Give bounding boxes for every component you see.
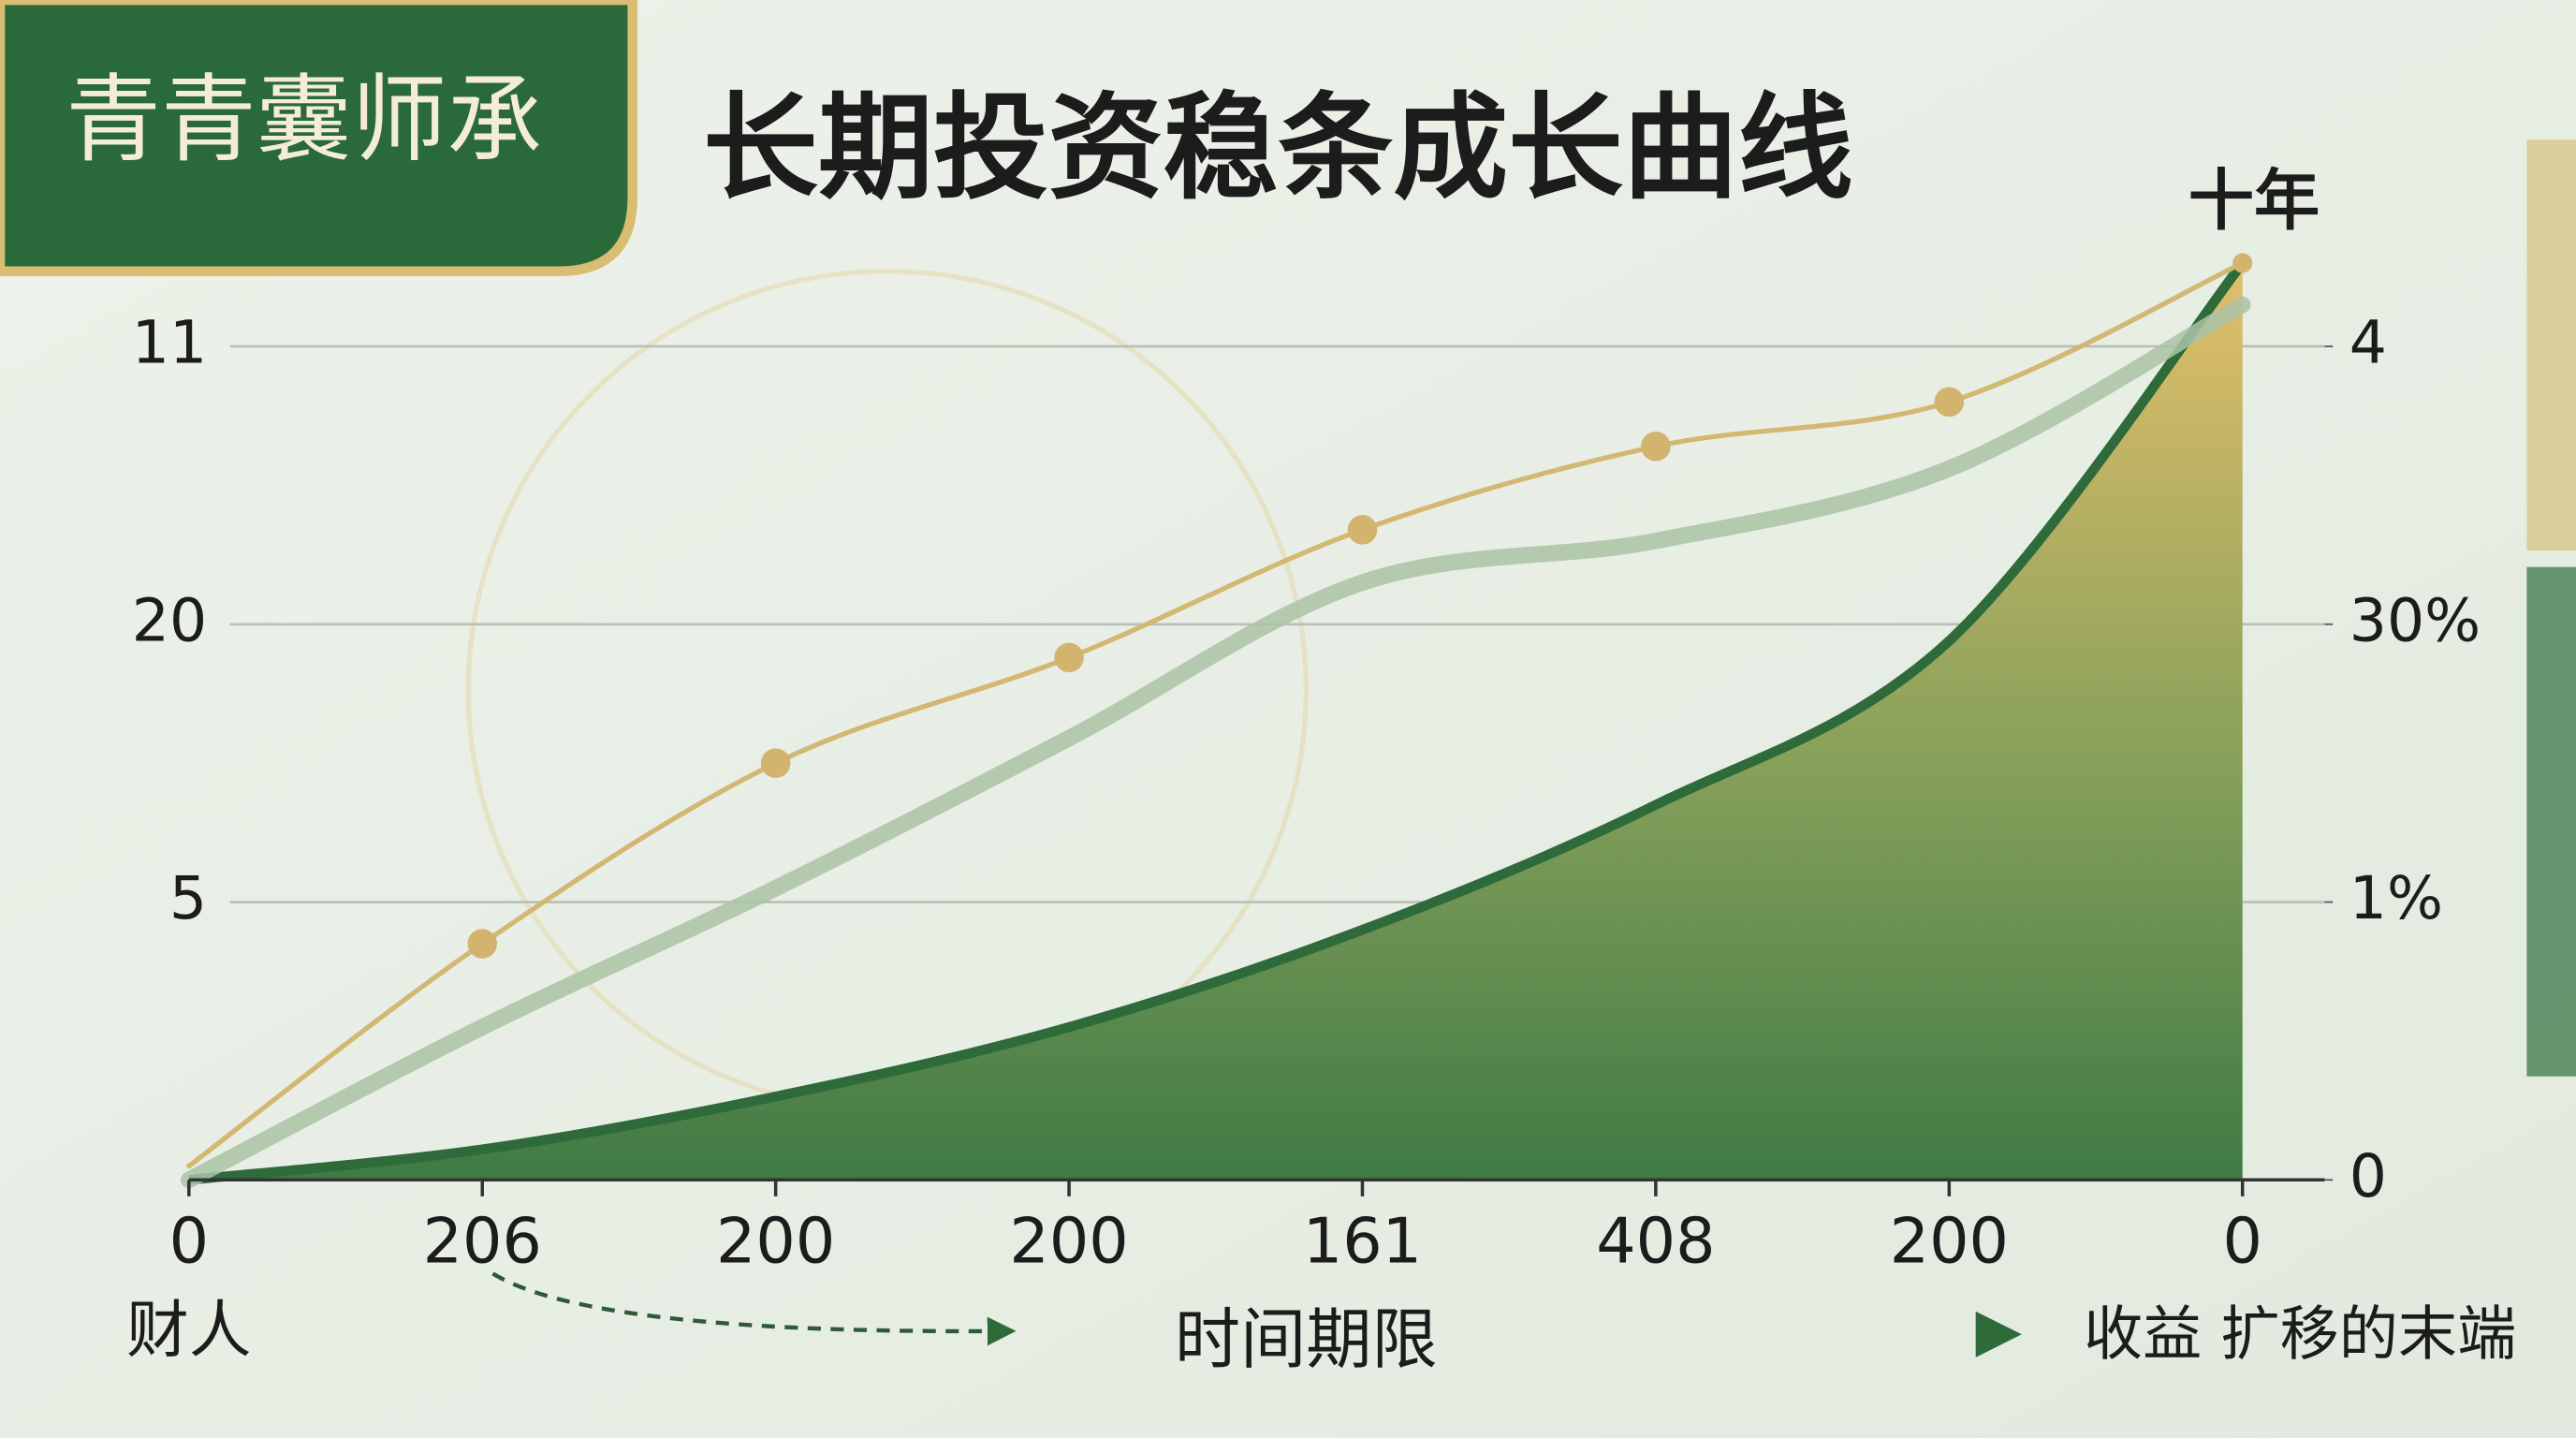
x-axis-label: 时间期限 xyxy=(1175,1301,1438,1378)
y2-tick-label: 1% xyxy=(2349,863,2443,932)
y-tick-label: 5 xyxy=(169,863,207,932)
x-end-label: 收益 扩移的末端 xyxy=(2084,1299,2516,1368)
point xyxy=(760,748,791,778)
y-tick-label: 11 xyxy=(132,308,207,377)
point xyxy=(1054,642,1084,673)
y-tick-label: 20 xyxy=(132,585,207,654)
area xyxy=(188,262,2243,1181)
point xyxy=(1934,387,1965,418)
y2-tick-label: 4 xyxy=(2349,308,2387,377)
logo: 青青囊师承 xyxy=(66,66,542,176)
dashed-arrow xyxy=(491,1271,1017,1346)
logo-panel xyxy=(0,0,637,276)
side-decor xyxy=(2526,139,2576,1077)
x-tick-label: 200 xyxy=(1890,1205,2009,1278)
y2-tick-label: 30% xyxy=(2349,585,2481,654)
line xyxy=(181,296,2251,1189)
x-tick-label: 206 xyxy=(423,1205,542,1278)
point xyxy=(2232,253,2253,273)
x-tick-label: 200 xyxy=(716,1205,835,1278)
chart-title: 长期投资稳条成长曲线 xyxy=(703,81,1852,215)
line xyxy=(186,260,2246,1169)
x-start-label: 财人 xyxy=(126,1293,251,1366)
point xyxy=(1641,432,1671,462)
x-tick-label: 200 xyxy=(1009,1205,1128,1278)
annotation: 十年 xyxy=(2188,163,2320,240)
point xyxy=(1347,515,1378,545)
plot: 5 20 11 0 1% 30% 4 0 206 200 200 161 408 200 0 xyxy=(132,253,2481,1278)
x-tick-label: 0 xyxy=(169,1205,209,1278)
point xyxy=(467,929,498,959)
area-line xyxy=(188,259,2247,1185)
x-tick-label: 161 xyxy=(1303,1205,1422,1278)
y2-tick-label: 0 xyxy=(2349,1141,2387,1211)
x-tick-label: 408 xyxy=(1596,1205,1715,1278)
x-tick-label: 0 xyxy=(2222,1205,2261,1278)
